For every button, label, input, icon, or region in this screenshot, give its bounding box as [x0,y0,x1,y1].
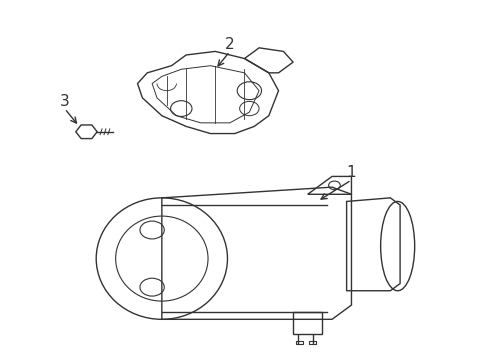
Text: 2: 2 [224,37,234,52]
Text: 3: 3 [60,94,69,109]
Text: 1: 1 [346,165,356,180]
